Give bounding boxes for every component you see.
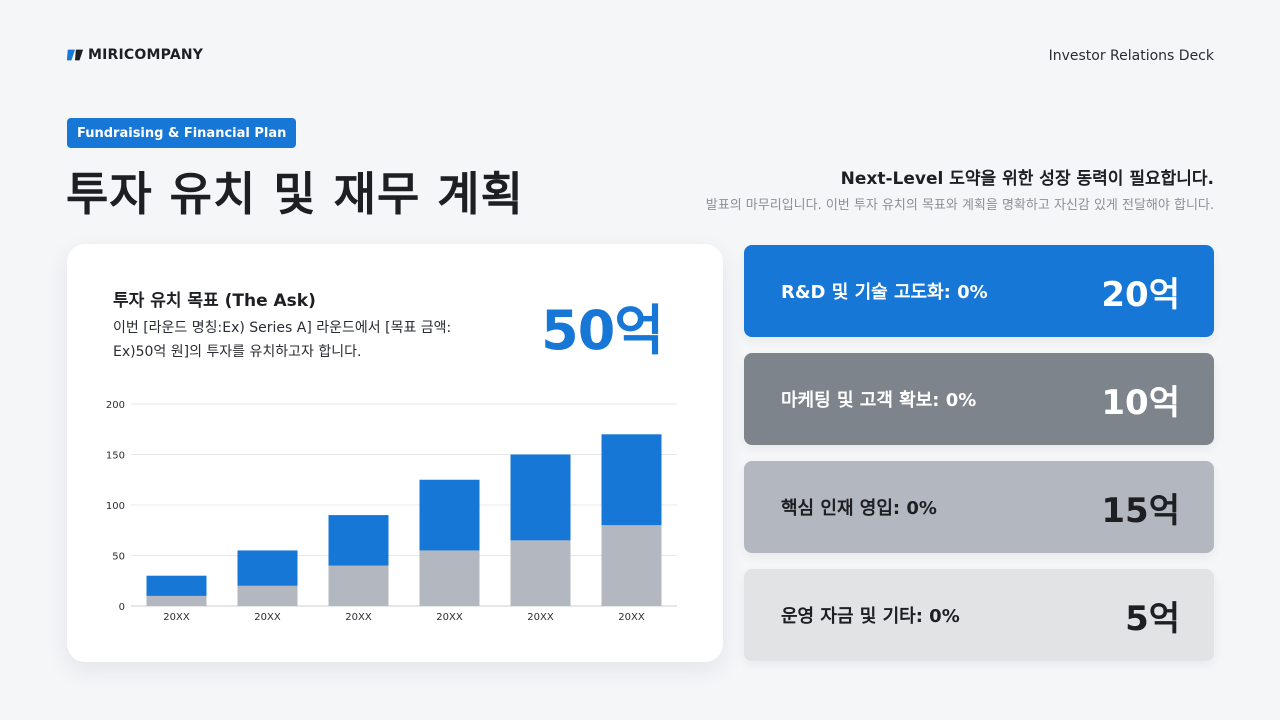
bar-segment: [510, 454, 571, 541]
y-tick-label: 200: [106, 400, 125, 411]
brand-logo: MIRICOMPANY: [66, 46, 203, 64]
x-tick-label: 20XX: [345, 612, 372, 623]
subheading: Next-Level 도약을 위한 성장 동력이 필요합니다.: [840, 169, 1214, 189]
allocation-label: 핵심 인재 영입: 0%: [781, 498, 937, 519]
bar-segment: [237, 550, 298, 586]
x-tick-label: 20XX: [618, 612, 645, 623]
subheading-description: 발표의 마무리입니다. 이번 투자 유치의 목표와 계획을 명확하고 자신감 있…: [705, 198, 1214, 213]
page-title: 투자 유치 및 재무 계획: [66, 167, 524, 221]
ask-description: 이번 [라운드 명칭:Ex) Series A] 라운드에서 [목표 금액: E…: [113, 320, 452, 360]
logo-text: MIRICOMPANY: [88, 47, 204, 63]
allocation-card-talent: 핵심 인재 영입: 0% 15억: [744, 461, 1214, 553]
allocation-card-rd: R&D 및 기술 고도화: 0% 20억: [744, 245, 1214, 337]
allocation-amount: 15억: [1101, 490, 1180, 531]
bar-segment: [419, 550, 480, 606]
allocation-label: R&D 및 기술 고도화: 0%: [781, 282, 988, 303]
allocation-label: 마케팅 및 고객 확보: 0%: [781, 390, 977, 411]
bar-segment: [328, 565, 389, 606]
bar-segment: [328, 515, 389, 566]
ask-amount: 50억: [541, 299, 664, 362]
y-tick-label: 150: [106, 451, 125, 462]
allocation-card-marketing: 마케팅 및 고객 확보: 0% 10억: [744, 353, 1214, 445]
allocation-label: 운영 자금 및 기타: 0%: [781, 606, 960, 627]
bar-segment: [601, 434, 662, 526]
bar-segment: [419, 479, 480, 551]
investment-bar-chart: 0 50 100 150 200 20XX 20XX 20XX 20XX 20XX 20XX: [106, 400, 677, 623]
allocation-amount: 10억: [1101, 382, 1180, 423]
bar-segment: [146, 575, 207, 596]
ask-card: 투자 유치 목표 (The Ask) 이번 [라운드 명칭:Ex) Series…: [67, 244, 723, 662]
bar-segment: [237, 585, 298, 606]
x-tick-label: 20XX: [163, 612, 190, 623]
deck-title: Investor Relations Deck: [1048, 48, 1214, 64]
y-tick-label: 50: [112, 552, 125, 563]
ask-title: 투자 유치 목표 (The Ask): [113, 291, 316, 311]
allocation-card-operations: 운영 자금 및 기타: 0% 5억: [744, 569, 1214, 661]
allocation-amount: 5억: [1125, 598, 1180, 639]
logo-icon: [66, 49, 84, 61]
y-tick-label: 0: [119, 602, 125, 613]
x-tick-label: 20XX: [254, 612, 281, 623]
y-tick-label: 100: [106, 501, 125, 512]
section-badge: Fundraising & Financial Plan: [67, 118, 297, 148]
x-tick-label: 20XX: [436, 612, 463, 623]
allocation-amount: 20억: [1101, 274, 1180, 315]
bar-segment: [510, 540, 571, 606]
bar-segment: [146, 595, 207, 606]
x-tick-label: 20XX: [527, 612, 554, 623]
bar-segment: [601, 525, 662, 606]
